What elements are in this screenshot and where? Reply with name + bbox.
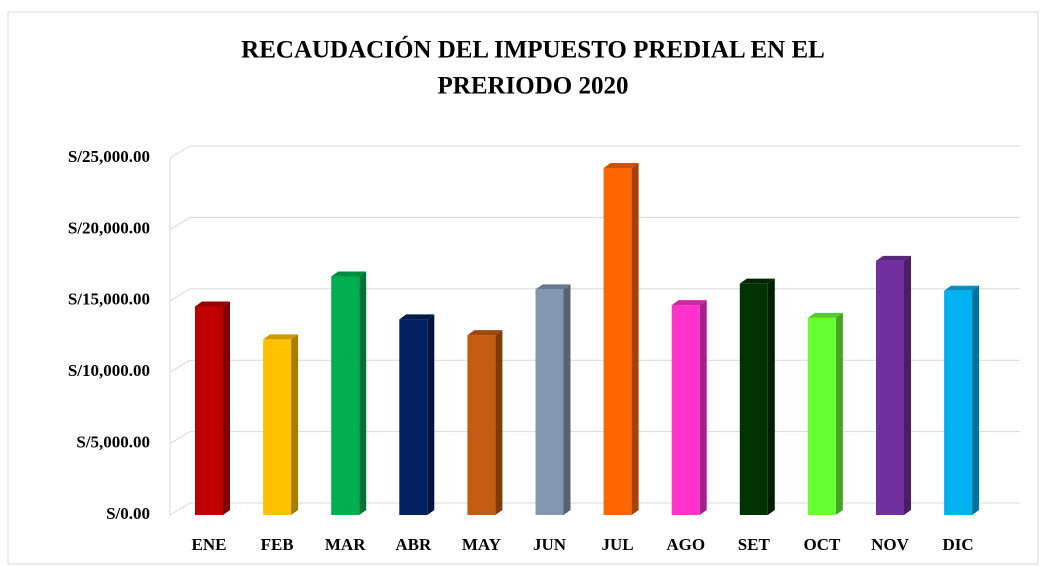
- x-tick-label: AGO: [666, 535, 705, 554]
- bar: [876, 260, 904, 515]
- bar-side: [631, 162, 639, 515]
- chart-title: RECAUDACIÓN DEL IMPUESTO PREDIAL EN EL: [241, 36, 825, 64]
- x-tick-label: MAR: [325, 535, 366, 554]
- bar-side: [835, 312, 843, 515]
- x-tick-label: ENE: [192, 535, 227, 554]
- x-tick-label: ABR: [395, 535, 432, 554]
- grid-line: [169, 359, 191, 373]
- bar-top: [263, 334, 299, 340]
- x-tick-label: SET: [738, 535, 771, 554]
- y-tick-label: S/15,000.00: [68, 290, 150, 309]
- bar: [263, 339, 292, 515]
- bar-side: [972, 285, 980, 515]
- bar-side: [359, 271, 367, 515]
- bar-top: [331, 271, 367, 277]
- chart-frame: [7, 11, 1039, 565]
- x-tick-label: NOV: [871, 535, 910, 554]
- bar-top: [671, 300, 707, 306]
- bar-side: [563, 284, 571, 515]
- bar-side: [767, 278, 775, 515]
- bar-top: [399, 314, 435, 320]
- grid-line: [169, 431, 191, 445]
- x-tick-label: JUL: [602, 535, 634, 554]
- bar: [739, 283, 768, 515]
- bar: [807, 317, 836, 515]
- bar: [195, 306, 223, 515]
- x-tick-label: OCT: [803, 535, 841, 554]
- chart-title: PRERIODO 2020: [438, 73, 629, 100]
- y-tick-label: S/20,000.00: [68, 218, 150, 237]
- y-tick-label: S/0.00: [106, 504, 150, 523]
- grid-line: [169, 288, 191, 302]
- x-tick-label: MAY: [462, 535, 501, 554]
- grid-line: [169, 145, 191, 159]
- y-tick-label: S/5,000.00: [76, 433, 150, 452]
- bar-side: [291, 334, 299, 515]
- grid-line: [169, 502, 191, 516]
- bar: [671, 305, 700, 515]
- bar-side: [427, 314, 435, 515]
- bar: [535, 289, 564, 515]
- x-tick-label: JUN: [533, 535, 567, 554]
- bar: [603, 167, 632, 515]
- bar-top: [603, 162, 639, 168]
- bar: [944, 290, 973, 515]
- bar: [467, 335, 496, 515]
- bar: [399, 319, 428, 515]
- bar-top: [739, 278, 775, 284]
- bar-side: [699, 300, 707, 515]
- x-tick-label: DIC: [943, 535, 974, 554]
- bar-side: [223, 301, 230, 515]
- bar-top: [535, 284, 571, 290]
- bar-top: [467, 330, 503, 336]
- bar-top: [807, 312, 843, 318]
- grid-line: [169, 216, 191, 230]
- bar-side: [495, 330, 503, 515]
- bar-top: [944, 285, 980, 291]
- bar-side: [904, 255, 911, 516]
- y-tick-label: S/10,000.00: [68, 361, 150, 380]
- bar: [331, 276, 360, 515]
- y-tick-label: S/25,000.00: [68, 147, 150, 166]
- bar-top: [876, 255, 911, 261]
- bar-top: [195, 301, 230, 307]
- x-tick-label: FEB: [261, 535, 294, 554]
